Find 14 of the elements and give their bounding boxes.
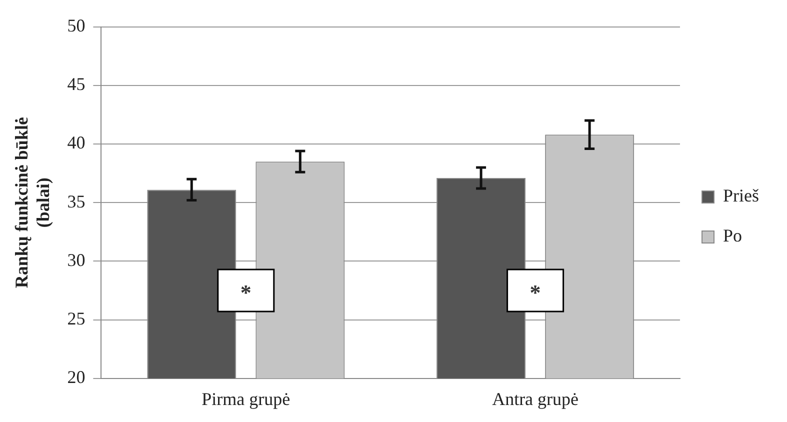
x-tick-label: Pirma grupė	[202, 388, 290, 409]
legend-label: Po	[723, 226, 742, 246]
y-axis-title: Rankų funkcinė būklė (balai)	[11, 117, 54, 288]
y-tick-label: 25	[67, 308, 86, 329]
y-tick-label: 35	[67, 191, 86, 212]
y-tick-label: 40	[67, 132, 86, 153]
y-tick-label: 30	[67, 250, 86, 270]
annotation: *	[530, 280, 541, 306]
legend-label: Prieš	[723, 186, 759, 206]
y-tick-label: 50	[67, 16, 86, 36]
y-tick-label: 45	[67, 74, 86, 94]
annotation: *	[240, 280, 252, 306]
x-tick-label: Antra grupė	[492, 388, 579, 409]
y-tick-label: 20	[67, 367, 86, 388]
